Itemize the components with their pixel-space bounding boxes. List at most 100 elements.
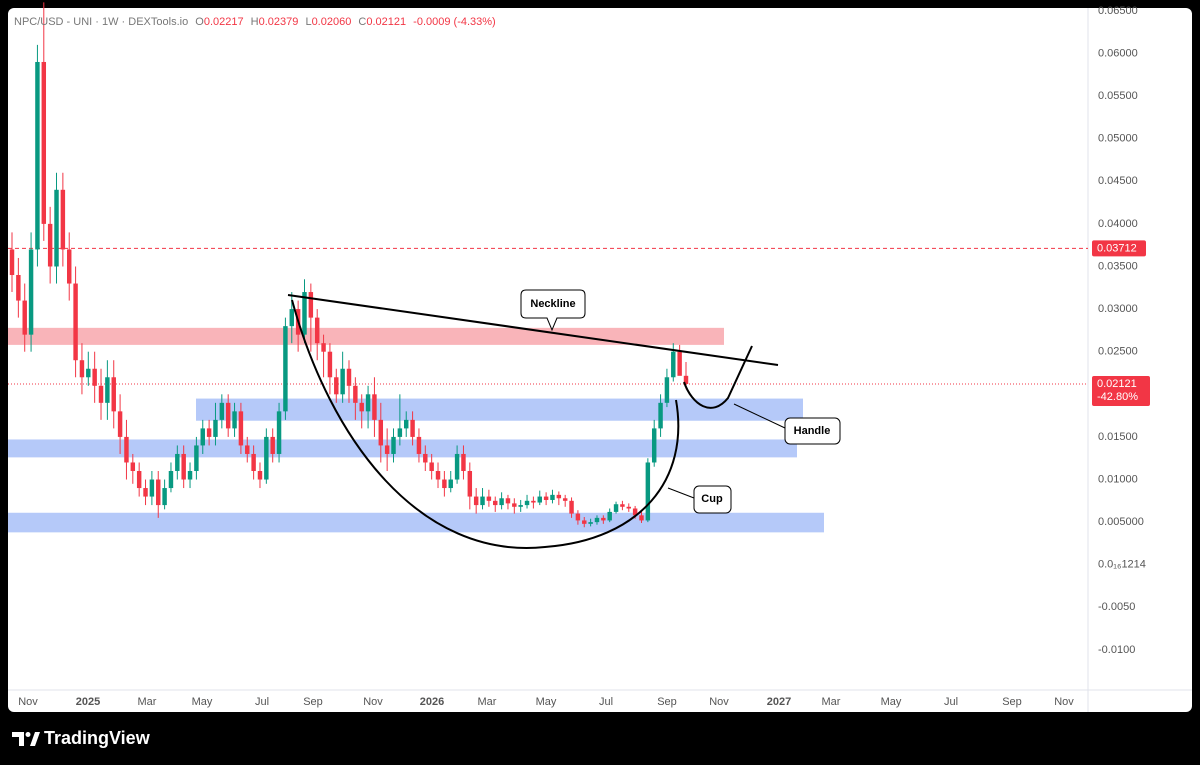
candle-body [308, 292, 314, 318]
target-price-label: 0.03712 [1097, 242, 1137, 254]
candle-body [671, 351, 676, 378]
ohlc-key: O [195, 16, 204, 28]
candle-body [327, 351, 333, 378]
y-tick-label: 0.03500 [1098, 260, 1138, 272]
candle-body [245, 445, 250, 454]
candle-body [232, 411, 237, 429]
y-tick-label: -0.0050 [1098, 601, 1135, 613]
candle-body [156, 479, 161, 506]
candle-body [473, 496, 479, 506]
ohlc-value: 0.02379 [259, 16, 299, 28]
candle-body [467, 471, 473, 497]
candle-body [41, 61, 47, 224]
y-tick-label: 0.06000 [1098, 47, 1138, 59]
x-tick-label: Sep [657, 696, 677, 708]
candle-body [92, 368, 97, 386]
candle-body [206, 428, 212, 437]
candle-body [677, 351, 682, 376]
candle-body [613, 504, 619, 512]
handle-curve [683, 345, 753, 409]
candle-body [187, 471, 193, 480]
candle-body [391, 436, 396, 454]
last-price-change: -42.80% [1097, 391, 1138, 403]
callout-box [693, 485, 732, 514]
candle-body [499, 498, 504, 506]
x-tick-label: 2026 [420, 696, 444, 708]
y-tick-label: -0.0100 [1098, 644, 1135, 656]
last-price-label: 0.02121 [1097, 378, 1137, 390]
candle-body [79, 360, 85, 378]
ohlc-value: 0.02217 [204, 16, 244, 28]
candle-body [194, 445, 199, 472]
candle-body [397, 428, 403, 437]
candle-body [550, 494, 555, 500]
candle-body [200, 428, 205, 446]
logo-mark [12, 732, 24, 746]
ohlc-key: C [358, 16, 366, 28]
x-tick-label: Jul [255, 696, 269, 708]
candle-body [346, 368, 352, 386]
candle-body [111, 377, 116, 412]
candle-body [270, 436, 275, 454]
candle-body [353, 385, 358, 403]
symbol: NPC/USD - UNI · 1W · DEXTools.io [14, 16, 188, 28]
candle-body [321, 343, 326, 352]
last-price-tag [1092, 376, 1150, 406]
candle-body [105, 377, 110, 403]
candle-body [257, 471, 263, 480]
candle-body [569, 500, 574, 514]
candle-body [582, 520, 587, 524]
candle-body [658, 402, 663, 429]
x-tick-label: Nov [1054, 696, 1074, 708]
candle-body [664, 377, 670, 403]
handle-pointer [733, 403, 786, 429]
candle-body [461, 453, 466, 472]
zone [8, 439, 797, 458]
candle-body [283, 326, 288, 412]
logo-mark [30, 732, 40, 746]
candle-body [60, 189, 66, 250]
neckline-callout: Neckline [520, 289, 586, 332]
candle-body [588, 522, 593, 524]
candle-body [54, 189, 59, 267]
cup-callout: Cup [693, 485, 732, 514]
x-tick-label: Mar [478, 696, 497, 708]
candle-body [289, 309, 294, 327]
zone [8, 512, 824, 533]
chart-panel [8, 8, 1192, 712]
x-tick-label: Sep [303, 696, 323, 708]
candle-body [98, 385, 104, 403]
handle-callout: Handle [784, 417, 841, 445]
candle-body [537, 496, 542, 503]
candle-body [340, 368, 345, 395]
candle-body [683, 375, 689, 384]
plot [8, 2, 1088, 528]
candle-body [620, 504, 625, 507]
candle-body [601, 517, 606, 521]
candle-body [143, 488, 148, 497]
candle-body [607, 511, 612, 521]
candle-body [16, 275, 21, 301]
y-tick-label: 0.01500 [1098, 431, 1138, 443]
candle-body [645, 462, 651, 521]
candle-body [22, 300, 27, 335]
candle-body [518, 505, 523, 507]
candle-body [9, 249, 15, 276]
candle-body [276, 411, 282, 454]
candle-body [410, 419, 415, 437]
ohlc-key: L [305, 16, 311, 28]
candle-body [168, 471, 174, 489]
candle-body [512, 503, 517, 507]
x-tick-label: 2025 [76, 696, 100, 708]
candle-body [480, 496, 485, 506]
y-tick-label: 0.04500 [1098, 175, 1138, 187]
candle-body [442, 479, 447, 489]
candle-body [149, 479, 155, 497]
callout-label: Cup [701, 493, 723, 505]
neckline [287, 294, 779, 366]
candle-body [626, 506, 631, 509]
candle-body [575, 513, 581, 521]
candle-body [493, 500, 498, 506]
